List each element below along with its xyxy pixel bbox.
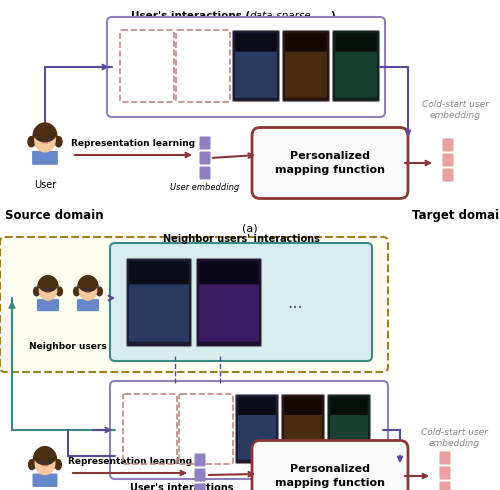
FancyBboxPatch shape (442, 139, 454, 151)
Ellipse shape (48, 138, 51, 141)
Text: Personalized
mapping function: Personalized mapping function (275, 464, 385, 488)
Text: Neighbor users: Neighbor users (29, 342, 107, 350)
Ellipse shape (43, 288, 46, 291)
FancyBboxPatch shape (110, 243, 372, 361)
FancyBboxPatch shape (238, 415, 276, 460)
Ellipse shape (83, 288, 86, 291)
Text: Source domain: Source domain (5, 209, 103, 221)
Text: Personalized
mapping function: Personalized mapping function (275, 151, 385, 175)
FancyBboxPatch shape (37, 299, 59, 311)
Text: (a): (a) (242, 223, 258, 233)
Ellipse shape (80, 280, 96, 300)
FancyBboxPatch shape (129, 285, 189, 342)
FancyBboxPatch shape (286, 33, 327, 51)
FancyBboxPatch shape (442, 169, 454, 181)
FancyBboxPatch shape (284, 415, 322, 460)
FancyBboxPatch shape (200, 151, 210, 165)
Text: Target domain: Target domain (412, 209, 500, 221)
FancyBboxPatch shape (282, 30, 330, 101)
FancyBboxPatch shape (194, 468, 205, 482)
FancyBboxPatch shape (440, 451, 450, 465)
FancyBboxPatch shape (77, 299, 99, 311)
FancyBboxPatch shape (194, 484, 205, 490)
Ellipse shape (50, 288, 53, 291)
Ellipse shape (34, 446, 56, 473)
Text: User's interactions (: User's interactions ( (131, 11, 250, 21)
FancyBboxPatch shape (282, 394, 325, 464)
FancyBboxPatch shape (442, 153, 454, 167)
FancyBboxPatch shape (199, 285, 259, 342)
Ellipse shape (28, 460, 35, 469)
FancyBboxPatch shape (328, 394, 370, 464)
Ellipse shape (78, 275, 98, 298)
FancyBboxPatch shape (0, 237, 388, 372)
Ellipse shape (56, 287, 62, 296)
Ellipse shape (38, 275, 58, 298)
Ellipse shape (28, 137, 35, 147)
FancyBboxPatch shape (200, 262, 258, 284)
Text: Cold-start user
embedding: Cold-start user embedding (422, 100, 488, 120)
Ellipse shape (55, 460, 62, 469)
Text: User's interactions: User's interactions (130, 483, 234, 490)
Text: ...: ... (287, 294, 303, 312)
FancyBboxPatch shape (200, 137, 210, 149)
FancyBboxPatch shape (330, 415, 368, 460)
Ellipse shape (48, 461, 50, 464)
FancyBboxPatch shape (236, 33, 277, 51)
FancyBboxPatch shape (336, 33, 376, 51)
Ellipse shape (34, 124, 56, 142)
Text: Representation learning: Representation learning (71, 139, 195, 148)
FancyBboxPatch shape (194, 454, 205, 466)
Ellipse shape (55, 137, 62, 147)
FancyBboxPatch shape (238, 397, 276, 415)
Text: Cold-start user
embedding: Cold-start user embedding (420, 428, 488, 448)
FancyBboxPatch shape (32, 151, 58, 165)
Ellipse shape (38, 277, 58, 292)
Ellipse shape (74, 287, 80, 296)
FancyBboxPatch shape (232, 30, 280, 101)
FancyBboxPatch shape (235, 51, 277, 98)
Text: data-sparse: data-sparse (250, 11, 312, 21)
Text: Representation learning: Representation learning (68, 457, 192, 466)
FancyBboxPatch shape (284, 397, 322, 415)
Text: User: User (34, 180, 56, 190)
FancyBboxPatch shape (252, 441, 408, 490)
FancyBboxPatch shape (330, 397, 368, 415)
FancyBboxPatch shape (130, 262, 188, 284)
Text: User embedding: User embedding (170, 183, 239, 192)
FancyBboxPatch shape (440, 466, 450, 480)
FancyBboxPatch shape (110, 381, 388, 479)
FancyBboxPatch shape (196, 259, 262, 346)
Ellipse shape (35, 128, 55, 152)
FancyBboxPatch shape (107, 17, 385, 117)
FancyBboxPatch shape (285, 51, 327, 98)
Text: ): ) (330, 11, 335, 21)
FancyBboxPatch shape (252, 127, 408, 198)
FancyBboxPatch shape (332, 30, 380, 101)
FancyBboxPatch shape (32, 473, 58, 487)
FancyBboxPatch shape (236, 394, 279, 464)
Text: Neighbor users' interactions: Neighbor users' interactions (162, 234, 320, 244)
Ellipse shape (96, 287, 102, 296)
FancyBboxPatch shape (126, 259, 192, 346)
FancyBboxPatch shape (335, 51, 377, 98)
Ellipse shape (39, 138, 42, 141)
Ellipse shape (34, 448, 56, 465)
FancyBboxPatch shape (200, 167, 210, 179)
Ellipse shape (33, 123, 57, 150)
Ellipse shape (34, 287, 40, 296)
Ellipse shape (90, 288, 93, 291)
FancyBboxPatch shape (440, 482, 450, 490)
Ellipse shape (40, 280, 56, 300)
Ellipse shape (78, 277, 98, 292)
Ellipse shape (40, 461, 42, 464)
Ellipse shape (35, 451, 55, 474)
